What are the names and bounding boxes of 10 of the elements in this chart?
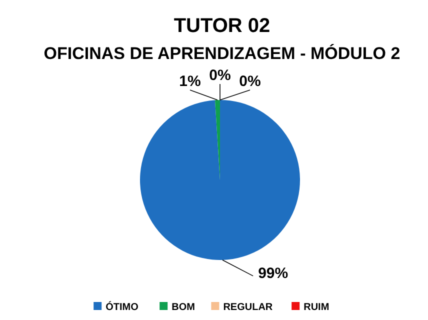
- data-label: 1%: [179, 73, 201, 90]
- legend-label: BOM: [172, 302, 195, 313]
- legend-label: REGULAR: [223, 302, 274, 313]
- legend-label: ÓTIMO: [106, 301, 139, 313]
- chart-title: TUTOR 02 OFICINAS DE APRENDIZAGEM - MÓDULO 2: [44, 15, 400, 63]
- pie-slice: [140, 100, 300, 260]
- legend-label: RUIM: [304, 302, 330, 313]
- text: 0%: [209, 67, 231, 84]
- data-label: 99%: [258, 264, 288, 282]
- text: 0%: [239, 73, 261, 90]
